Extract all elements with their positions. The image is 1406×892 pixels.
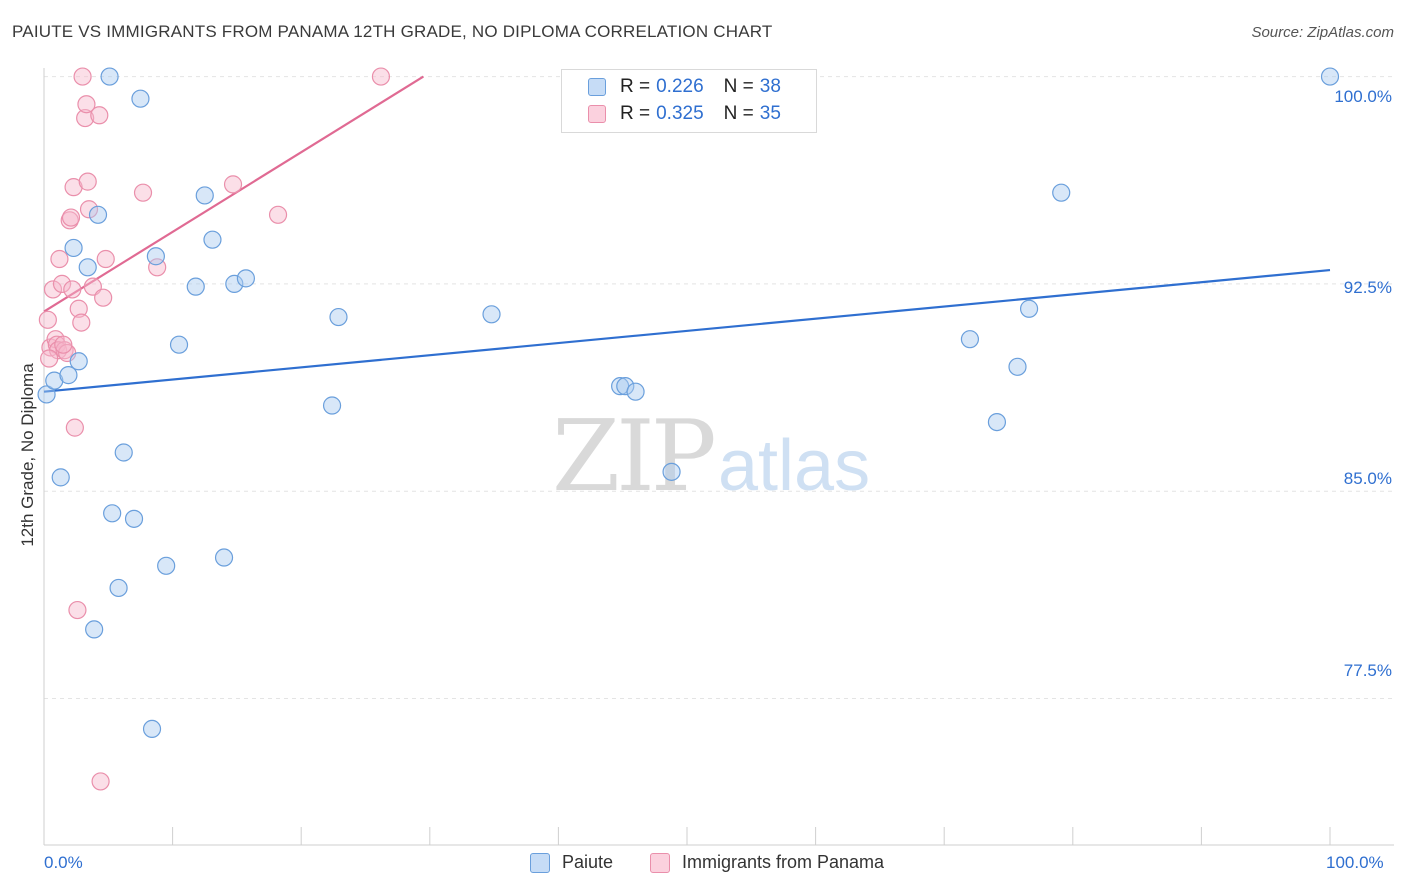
- panama-swatch: [588, 105, 606, 123]
- paiute-swatch: [530, 852, 550, 873]
- data-point-panama: [63, 280, 82, 299]
- data-point-panama: [79, 200, 99, 219]
- data-point-panama: [61, 208, 81, 227]
- data-point-paiute: [626, 382, 645, 401]
- data-point-paiute: [1320, 67, 1340, 86]
- data-point-paiute: [329, 307, 348, 327]
- data-point-panama: [65, 418, 84, 437]
- data-point-paiute: [225, 274, 244, 293]
- data-point-panama: [77, 95, 96, 114]
- legend-label-paiute: Paiute: [562, 852, 614, 872]
- data-point-paiute: [131, 89, 150, 108]
- legend-r-label: R =: [620, 76, 651, 97]
- source-credit: Source: ZipAtlas.com: [1251, 24, 1394, 41]
- data-point-paiute: [1019, 299, 1039, 318]
- legend-row-paiute: R = 0.226 N = 38: [588, 74, 781, 100]
- axes: [43, 68, 1394, 846]
- data-point-panama: [96, 249, 115, 269]
- data-point-paiute: [987, 412, 1007, 432]
- panama-swatch: [650, 852, 670, 873]
- data-point-panama: [54, 335, 73, 354]
- grid-lines: [44, 76, 1394, 700]
- data-point-paiute: [59, 366, 78, 385]
- data-point-panama: [69, 299, 88, 318]
- trend-line-paiute: [43, 268, 1331, 393]
- watermark-atlas: atlas: [718, 426, 871, 506]
- data-point-paiute: [186, 277, 205, 296]
- trend-lines: [43, 75, 1331, 393]
- legend-n-label: N =: [723, 76, 754, 97]
- data-point-paiute: [88, 205, 108, 224]
- legend-label-panama: Immigrants from Panama: [682, 852, 885, 872]
- data-point-panama: [78, 172, 97, 191]
- data-point-paiute: [109, 578, 128, 598]
- data-point-paiute: [64, 238, 83, 258]
- legend-n-value: 38: [759, 76, 781, 97]
- data-point-panama: [68, 600, 87, 620]
- data-point-panama: [52, 274, 72, 293]
- data-point-paiute: [960, 330, 980, 349]
- data-point-paiute: [1052, 183, 1071, 202]
- y-tick-label: 85.0%: [1343, 469, 1392, 488]
- data-point-paiute: [157, 556, 176, 575]
- data-point-panama: [91, 772, 110, 791]
- data-point-panama: [73, 67, 92, 86]
- data-point-paiute: [124, 509, 144, 528]
- data-point-panama: [43, 280, 63, 299]
- data-point-panama: [50, 249, 69, 269]
- series-legend: Paiute Immigrants from Panama: [0, 852, 1406, 878]
- data-point-paiute: [114, 443, 133, 462]
- x-tick-label-max: 100.0%: [1326, 853, 1384, 872]
- legend-r-value: 0.325: [656, 103, 704, 124]
- data-point-panama: [94, 288, 113, 307]
- legend-r-value: 0.226: [656, 76, 704, 97]
- data-point-paiute: [203, 230, 222, 249]
- data-point-panama: [268, 205, 288, 224]
- legend-n-value: 35: [759, 103, 781, 124]
- legend-r-label: R =: [620, 103, 651, 124]
- legend-row-panama: R = 0.325 N = 35: [588, 101, 781, 127]
- data-point-paiute: [37, 385, 56, 404]
- data-point-panama: [371, 67, 391, 86]
- data-point-paiute: [195, 186, 214, 205]
- data-point-paiute: [662, 462, 681, 481]
- data-point-panama: [72, 313, 91, 332]
- y-tick-label: 77.5%: [1343, 661, 1392, 680]
- y-tick-label: 92.5%: [1343, 278, 1392, 297]
- data-point-paiute: [236, 269, 256, 288]
- data-point-paiute: [100, 67, 119, 86]
- data-point-paiute: [482, 305, 501, 324]
- data-point-panama: [133, 183, 153, 202]
- data-point-panama: [223, 175, 243, 194]
- legend-item-paiute[interactable]: Paiute: [530, 852, 613, 873]
- legend-item-panama[interactable]: Immigrants from Panama: [650, 852, 884, 873]
- x-tick-label-min: 0.0%: [44, 853, 83, 872]
- data-point-paiute: [1008, 357, 1027, 376]
- data-point-paiute: [103, 504, 122, 523]
- chart-title: PAIUTE VS IMMIGRANTS FROM PANAMA 12TH GR…: [12, 22, 773, 41]
- data-point-panama: [38, 310, 57, 329]
- data-point-paiute: [142, 719, 162, 739]
- legend-n-label: N =: [723, 103, 754, 124]
- correlation-legend: R = 0.226 N = 38 R = 0.325 N = 35: [561, 69, 817, 133]
- data-point-paiute: [214, 548, 234, 567]
- data-point-panama: [76, 108, 95, 128]
- data-point-paiute: [322, 396, 342, 415]
- data-point-paiute: [51, 468, 70, 487]
- data-points: [37, 67, 1340, 791]
- data-point-paiute: [616, 377, 635, 396]
- data-point-panama: [40, 349, 59, 368]
- trend-line-panama: [43, 75, 424, 313]
- paiute-swatch: [588, 78, 606, 96]
- data-point-paiute: [146, 247, 165, 266]
- data-point-paiute: [69, 352, 88, 371]
- data-point-panama: [90, 106, 109, 125]
- data-point-paiute: [78, 258, 97, 277]
- watermark-zip: ZIP: [552, 400, 717, 514]
- data-point-paiute: [85, 620, 104, 639]
- y-tick-label: 100.0%: [1334, 87, 1392, 106]
- data-point-paiute: [169, 335, 189, 354]
